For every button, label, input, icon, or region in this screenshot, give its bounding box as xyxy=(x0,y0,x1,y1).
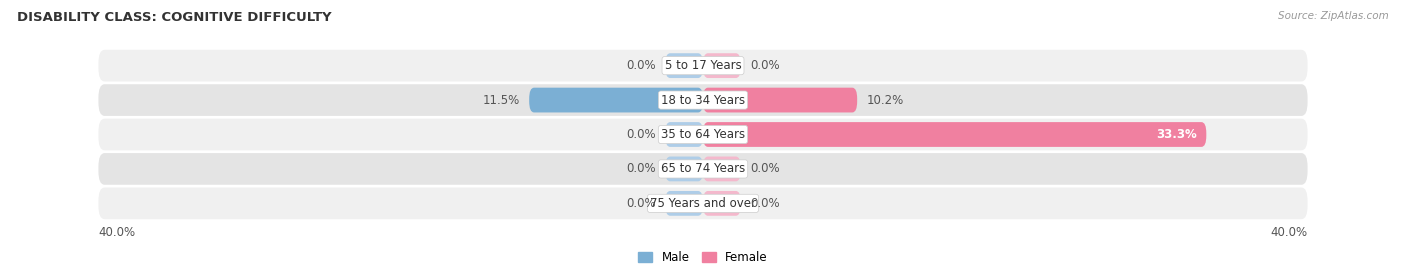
FancyBboxPatch shape xyxy=(665,157,703,181)
Text: 0.0%: 0.0% xyxy=(627,197,657,210)
Text: DISABILITY CLASS: COGNITIVE DIFFICULTY: DISABILITY CLASS: COGNITIVE DIFFICULTY xyxy=(17,11,332,24)
FancyBboxPatch shape xyxy=(703,191,741,216)
Text: 10.2%: 10.2% xyxy=(866,94,904,107)
Text: 40.0%: 40.0% xyxy=(1271,226,1308,239)
FancyBboxPatch shape xyxy=(98,84,1308,116)
Text: 35 to 64 Years: 35 to 64 Years xyxy=(661,128,745,141)
FancyBboxPatch shape xyxy=(703,122,1206,147)
Text: 0.0%: 0.0% xyxy=(749,162,779,175)
Text: 5 to 17 Years: 5 to 17 Years xyxy=(665,59,741,72)
Text: 0.0%: 0.0% xyxy=(749,59,779,72)
Text: 33.3%: 33.3% xyxy=(1157,128,1198,141)
FancyBboxPatch shape xyxy=(98,187,1308,219)
FancyBboxPatch shape xyxy=(703,53,741,78)
Text: 18 to 34 Years: 18 to 34 Years xyxy=(661,94,745,107)
Text: 11.5%: 11.5% xyxy=(482,94,520,107)
Text: 0.0%: 0.0% xyxy=(749,197,779,210)
Text: 65 to 74 Years: 65 to 74 Years xyxy=(661,162,745,175)
Text: 0.0%: 0.0% xyxy=(627,162,657,175)
FancyBboxPatch shape xyxy=(665,122,703,147)
Text: 0.0%: 0.0% xyxy=(627,59,657,72)
FancyBboxPatch shape xyxy=(98,153,1308,185)
FancyBboxPatch shape xyxy=(98,119,1308,150)
Text: 40.0%: 40.0% xyxy=(98,226,135,239)
Text: 75 Years and over: 75 Years and over xyxy=(650,197,756,210)
FancyBboxPatch shape xyxy=(665,191,703,216)
Legend: Male, Female: Male, Female xyxy=(634,246,772,269)
FancyBboxPatch shape xyxy=(98,50,1308,82)
Text: 0.0%: 0.0% xyxy=(627,128,657,141)
FancyBboxPatch shape xyxy=(665,53,703,78)
FancyBboxPatch shape xyxy=(703,88,858,112)
Text: Source: ZipAtlas.com: Source: ZipAtlas.com xyxy=(1278,11,1389,21)
FancyBboxPatch shape xyxy=(703,157,741,181)
FancyBboxPatch shape xyxy=(529,88,703,112)
